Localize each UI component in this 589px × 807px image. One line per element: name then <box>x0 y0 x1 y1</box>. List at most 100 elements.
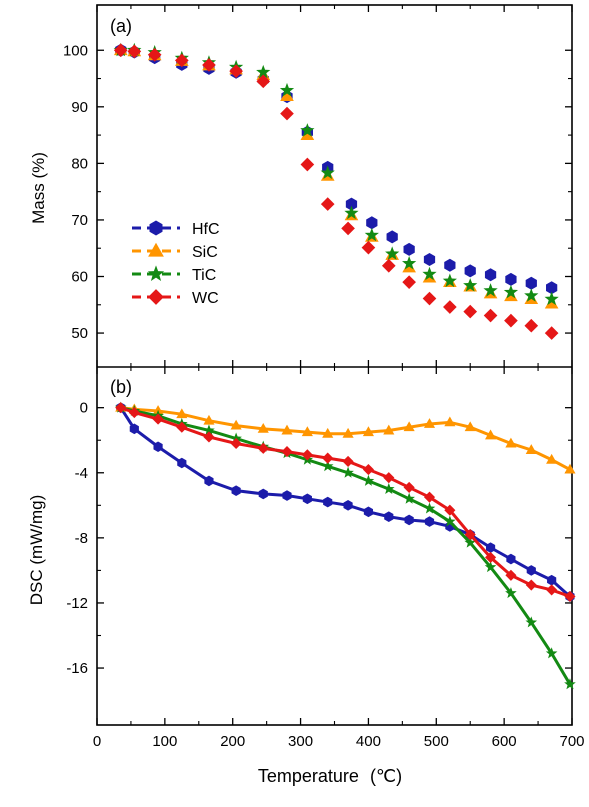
marker-a-wc <box>402 275 416 289</box>
marker-a-sic <box>544 296 559 309</box>
marker-b-wc <box>230 437 242 450</box>
marker-b-hfc <box>323 496 333 508</box>
marker-b-sic <box>564 463 576 474</box>
marker-a-hfc <box>444 258 456 272</box>
marker-a-hfc <box>484 268 497 282</box>
marker-a-wc <box>381 258 396 273</box>
marker-b-hfc <box>258 488 268 500</box>
legend-label: WC <box>192 290 219 307</box>
marker-a-tic <box>320 165 335 180</box>
marker-b-wc <box>564 590 576 603</box>
marker-a-wc <box>544 326 559 340</box>
marker-b-wc <box>203 431 215 443</box>
marker-a-hfc <box>386 230 398 244</box>
marker-a-wc <box>202 58 216 72</box>
x-tick-label: 200 <box>220 733 245 750</box>
marker-b-sic <box>546 453 558 464</box>
marker-a-tic <box>524 288 539 302</box>
marker-b-tic <box>203 424 215 436</box>
marker-a-hfc <box>464 264 476 278</box>
y-tick-label: 50 <box>71 325 88 342</box>
legend-swatch-marker <box>149 220 163 236</box>
series-a-sic <box>113 43 559 309</box>
marker-a-sic <box>300 127 315 140</box>
marker-a-tic <box>402 256 417 270</box>
marker-a-wc <box>524 318 539 333</box>
marker-b-wc <box>505 569 517 581</box>
marker-b-sic <box>525 444 537 454</box>
marker-b-wc <box>115 402 127 414</box>
marker-b-tic <box>464 536 477 548</box>
y-tick-label: 100 <box>63 42 88 59</box>
panel-b-ylabel: DSC (mW/mg) <box>27 495 46 605</box>
marker-b-tic <box>545 647 558 659</box>
legend-item-wc: WC <box>132 289 219 307</box>
x-tick-label: 500 <box>424 733 449 750</box>
marker-a-tic <box>385 246 400 260</box>
marker-b-wc <box>383 472 395 484</box>
legend-item-sic: SiC <box>132 242 218 261</box>
legend-swatch-marker <box>148 242 164 257</box>
marker-b-tic <box>342 466 354 478</box>
marker-a-sic <box>280 88 294 101</box>
marker-b-tic <box>403 492 415 504</box>
marker-b-tic <box>321 460 334 472</box>
marker-b-wc <box>485 551 497 563</box>
marker-a-wc <box>147 47 162 62</box>
x-axis-title: Temperature (℃) <box>258 766 402 786</box>
marker-b-hfc <box>404 514 414 526</box>
marker-b-hfc <box>343 500 353 511</box>
marker-a-wc <box>127 44 142 59</box>
marker-a-tic <box>256 64 271 79</box>
marker-b-sic <box>362 426 374 437</box>
line-b-wc <box>120 406 571 598</box>
y-tick-label: 60 <box>71 269 88 286</box>
marker-a-wc <box>300 157 315 172</box>
marker-b-tic <box>484 561 497 573</box>
marker-b-sic <box>444 416 456 427</box>
series-a-wc <box>113 43 559 340</box>
x-tick-label: 300 <box>288 733 313 750</box>
x-tick-label: 400 <box>356 733 381 750</box>
marker-a-tic <box>544 291 559 306</box>
marker-b-wc <box>152 413 164 425</box>
series-b-tic <box>114 401 576 690</box>
series-a-hfc <box>115 43 558 295</box>
marker-b-sic <box>301 426 313 437</box>
marker-b-sic <box>257 423 269 433</box>
y-tick-label: 80 <box>71 155 88 172</box>
marker-b-tic <box>525 616 538 628</box>
marker-b-sic <box>230 419 242 430</box>
marker-b-wc <box>257 442 269 454</box>
marker-b-wc <box>342 455 354 467</box>
marker-a-tic <box>503 284 519 299</box>
marker-b-tic <box>382 482 395 494</box>
series-b-wc <box>115 402 576 603</box>
marker-b-sic <box>403 421 415 432</box>
x-axis-title-text: Temperature <box>258 766 359 786</box>
line-b-hfc <box>119 406 571 598</box>
marker-a-tic <box>279 82 295 97</box>
marker-b-wc <box>176 421 188 433</box>
marker-a-wc <box>229 64 243 79</box>
panel-b-label: (b) <box>110 377 132 397</box>
panel-a-ylabel: Mass (%) <box>29 152 48 224</box>
marker-b-sic <box>423 418 436 428</box>
marker-b-hfc <box>547 574 557 586</box>
marker-b-hfc <box>424 516 435 527</box>
marker-b-sic <box>383 424 395 435</box>
marker-b-tic <box>564 678 576 690</box>
legend-item-hfc: HfC <box>132 220 220 238</box>
marker-a-hfc <box>505 272 517 286</box>
marker-b-wc <box>362 463 374 476</box>
marker-a-wc <box>483 308 498 323</box>
y-tick-label: 90 <box>71 99 88 116</box>
marker-b-wc <box>403 481 415 493</box>
marker-b-wc <box>128 406 140 419</box>
marker-a-tic <box>422 266 437 281</box>
marker-b-sic <box>203 414 215 425</box>
marker-b-hfc <box>177 457 187 469</box>
marker-b-sic <box>281 424 293 435</box>
marker-a-hfc <box>345 197 358 211</box>
line-b-tic <box>120 406 572 686</box>
